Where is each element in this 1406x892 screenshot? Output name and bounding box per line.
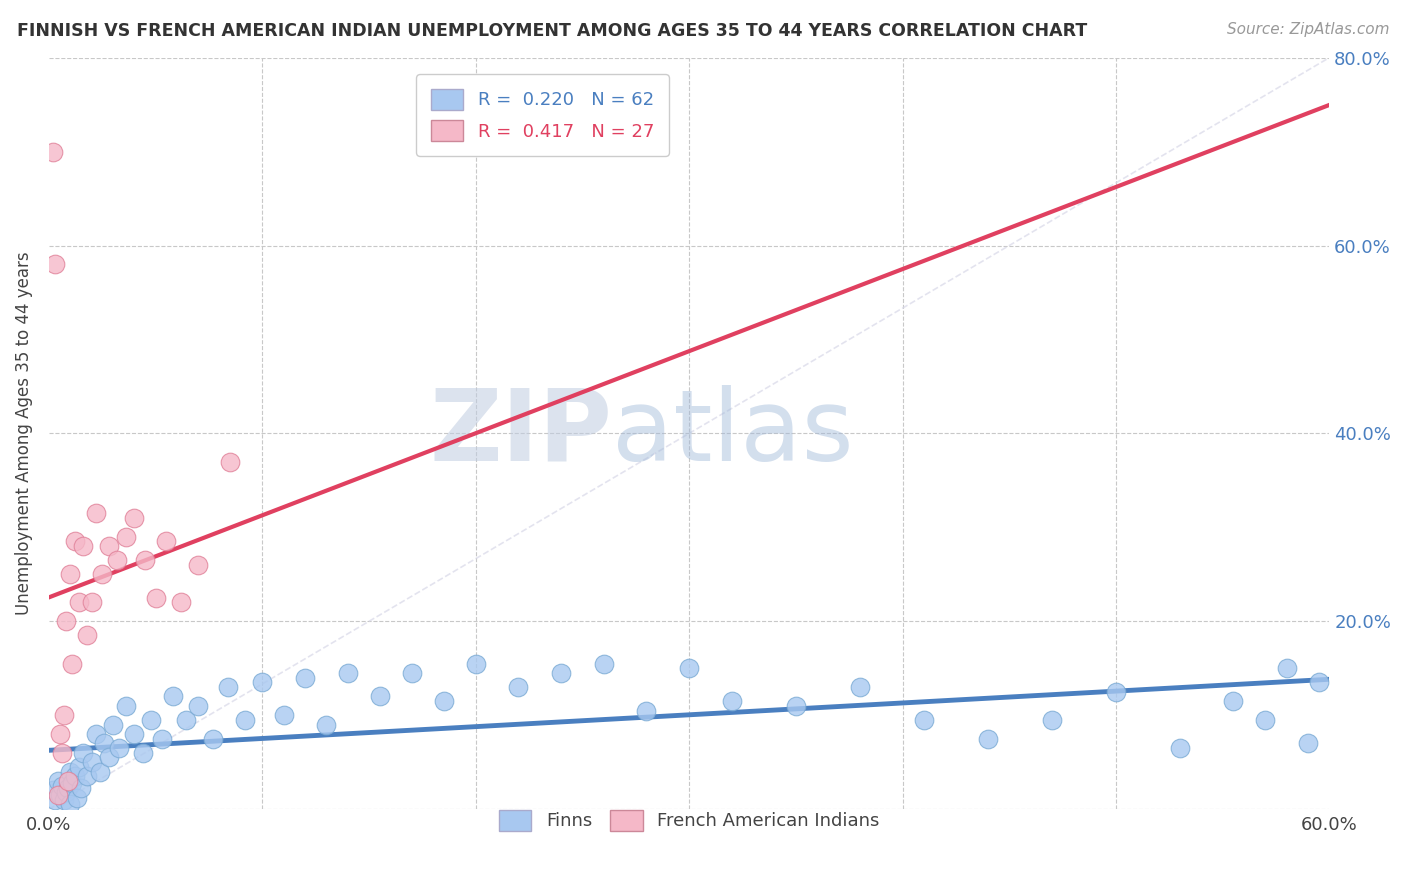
Point — [464, 657, 486, 671]
Legend: Finns, French American Indians: Finns, French American Indians — [485, 796, 894, 846]
Point — [294, 671, 316, 685]
Point — [66, 790, 89, 805]
Point — [1222, 694, 1244, 708]
Point — [1308, 675, 1330, 690]
Point — [1040, 713, 1063, 727]
Point — [84, 506, 107, 520]
Text: Source: ZipAtlas.com: Source: ZipAtlas.com — [1226, 22, 1389, 37]
Point — [401, 665, 423, 680]
Point — [89, 764, 111, 779]
Point — [550, 665, 572, 680]
Point — [219, 454, 242, 468]
Point — [912, 713, 935, 727]
Point — [1296, 736, 1319, 750]
Point — [48, 788, 70, 802]
Point — [76, 769, 98, 783]
Point — [59, 567, 82, 582]
Point — [114, 698, 136, 713]
Point — [678, 661, 700, 675]
Point — [80, 595, 103, 609]
Point — [97, 750, 120, 764]
Point — [51, 779, 73, 793]
Point — [44, 793, 66, 807]
Point — [72, 746, 94, 760]
Point — [62, 776, 84, 790]
Point — [63, 534, 86, 549]
Point — [141, 713, 163, 727]
Point — [46, 774, 69, 789]
Point — [1275, 661, 1298, 675]
Point — [70, 781, 93, 796]
Point — [170, 595, 193, 609]
Point — [162, 690, 184, 704]
Point — [368, 690, 391, 704]
Point — [150, 731, 173, 746]
Point — [336, 665, 359, 680]
Point — [252, 675, 274, 690]
Point — [134, 553, 156, 567]
Point — [233, 713, 256, 727]
Point — [101, 717, 124, 731]
Point — [202, 731, 225, 746]
Point — [124, 727, 146, 741]
Point — [62, 657, 84, 671]
Point — [67, 760, 90, 774]
Point — [720, 694, 742, 708]
Point — [42, 145, 65, 159]
Point — [433, 694, 456, 708]
Point — [785, 698, 807, 713]
Point — [72, 539, 94, 553]
Point — [217, 680, 239, 694]
Point — [592, 657, 614, 671]
Point — [55, 785, 77, 799]
Point — [273, 708, 295, 723]
Point — [56, 774, 79, 789]
Point — [67, 595, 90, 609]
Point — [59, 764, 82, 779]
Point — [114, 530, 136, 544]
Point — [76, 628, 98, 642]
Point — [63, 769, 86, 783]
Point — [42, 783, 65, 797]
Text: ZIP: ZIP — [429, 385, 612, 482]
Point — [132, 746, 155, 760]
Y-axis label: Unemployment Among Ages 35 to 44 years: Unemployment Among Ages 35 to 44 years — [15, 252, 32, 615]
Text: FINNISH VS FRENCH AMERICAN INDIAN UNEMPLOYMENT AMONG AGES 35 TO 44 YEARS CORRELA: FINNISH VS FRENCH AMERICAN INDIAN UNEMPL… — [17, 22, 1087, 40]
Point — [145, 591, 167, 605]
Point — [1105, 684, 1128, 698]
Point — [44, 257, 66, 271]
Point — [155, 534, 177, 549]
Point — [48, 727, 70, 741]
Point — [52, 708, 75, 723]
Point — [84, 727, 107, 741]
Point — [80, 755, 103, 769]
Point — [187, 558, 209, 572]
Point — [108, 741, 131, 756]
Point — [52, 793, 75, 807]
Point — [636, 704, 658, 718]
Point — [508, 680, 530, 694]
Point — [93, 736, 115, 750]
Point — [51, 746, 73, 760]
Point — [1254, 713, 1277, 727]
Point — [46, 788, 69, 802]
Point — [55, 614, 77, 628]
Point — [56, 781, 79, 796]
Point — [105, 553, 128, 567]
Point — [977, 731, 1000, 746]
Point — [174, 713, 197, 727]
Point — [97, 539, 120, 553]
Point — [849, 680, 872, 694]
Point — [1168, 741, 1191, 756]
Point — [59, 797, 82, 812]
Point — [315, 717, 337, 731]
Point — [124, 511, 146, 525]
Point — [91, 567, 114, 582]
Text: atlas: atlas — [612, 385, 853, 482]
Point — [187, 698, 209, 713]
